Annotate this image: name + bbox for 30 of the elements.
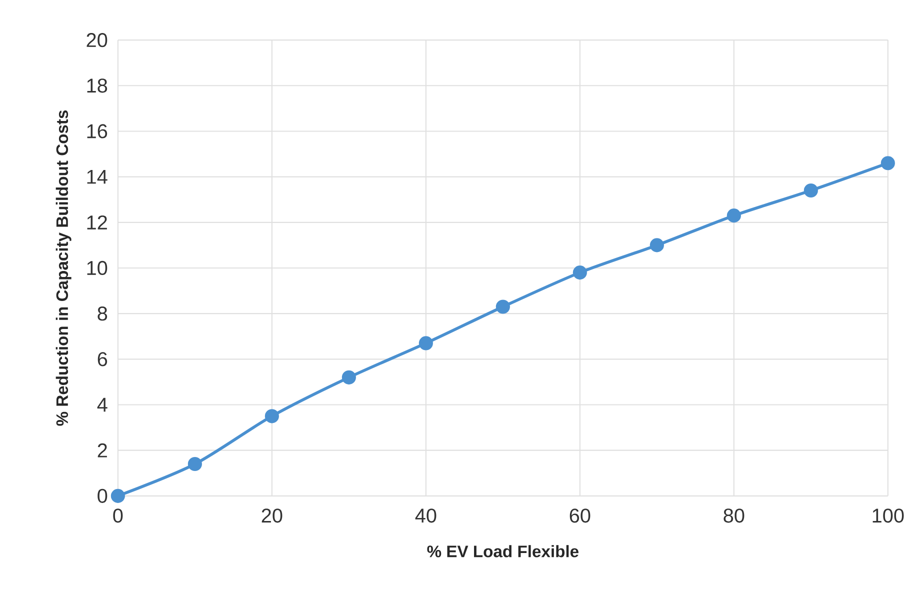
point: [572, 265, 587, 280]
x-axis-title: % EV Load Flexible: [427, 545, 578, 558]
y-tick-label: 6: [98, 352, 108, 366]
point: [188, 456, 202, 471]
x-tick-label: 20: [262, 508, 282, 523]
x-tick-label: 40: [415, 508, 436, 523]
y-axis-title: % Reduction in Capacity Buildout Costs: [56, 110, 72, 426]
y-tick-label: 8: [98, 306, 108, 321]
x-tick-label: 0: [113, 508, 123, 523]
y-tick-label: 4: [97, 398, 108, 412]
y-tick-label: 14: [87, 170, 108, 184]
y-tick-label: 18: [87, 78, 108, 93]
point: [110, 488, 125, 503]
x-tick-label: 100: [872, 508, 904, 523]
y-tick-label: 2: [98, 443, 107, 458]
x-tick-label: 80: [724, 508, 744, 523]
point: [804, 183, 818, 198]
y-tick-label: 16: [87, 124, 108, 138]
point: [342, 370, 356, 384]
y-tick-label: 12: [87, 215, 107, 230]
point: [880, 156, 895, 170]
point: [264, 409, 279, 424]
point: [418, 336, 433, 350]
y-tick-label: 20: [86, 32, 108, 48]
y-tick-label: 10: [87, 260, 108, 275]
point: [650, 238, 664, 252]
x-tick-label: 60: [570, 508, 590, 523]
point: [496, 300, 510, 314]
point: [726, 208, 741, 223]
y-tick-label: 0: [98, 488, 108, 503]
